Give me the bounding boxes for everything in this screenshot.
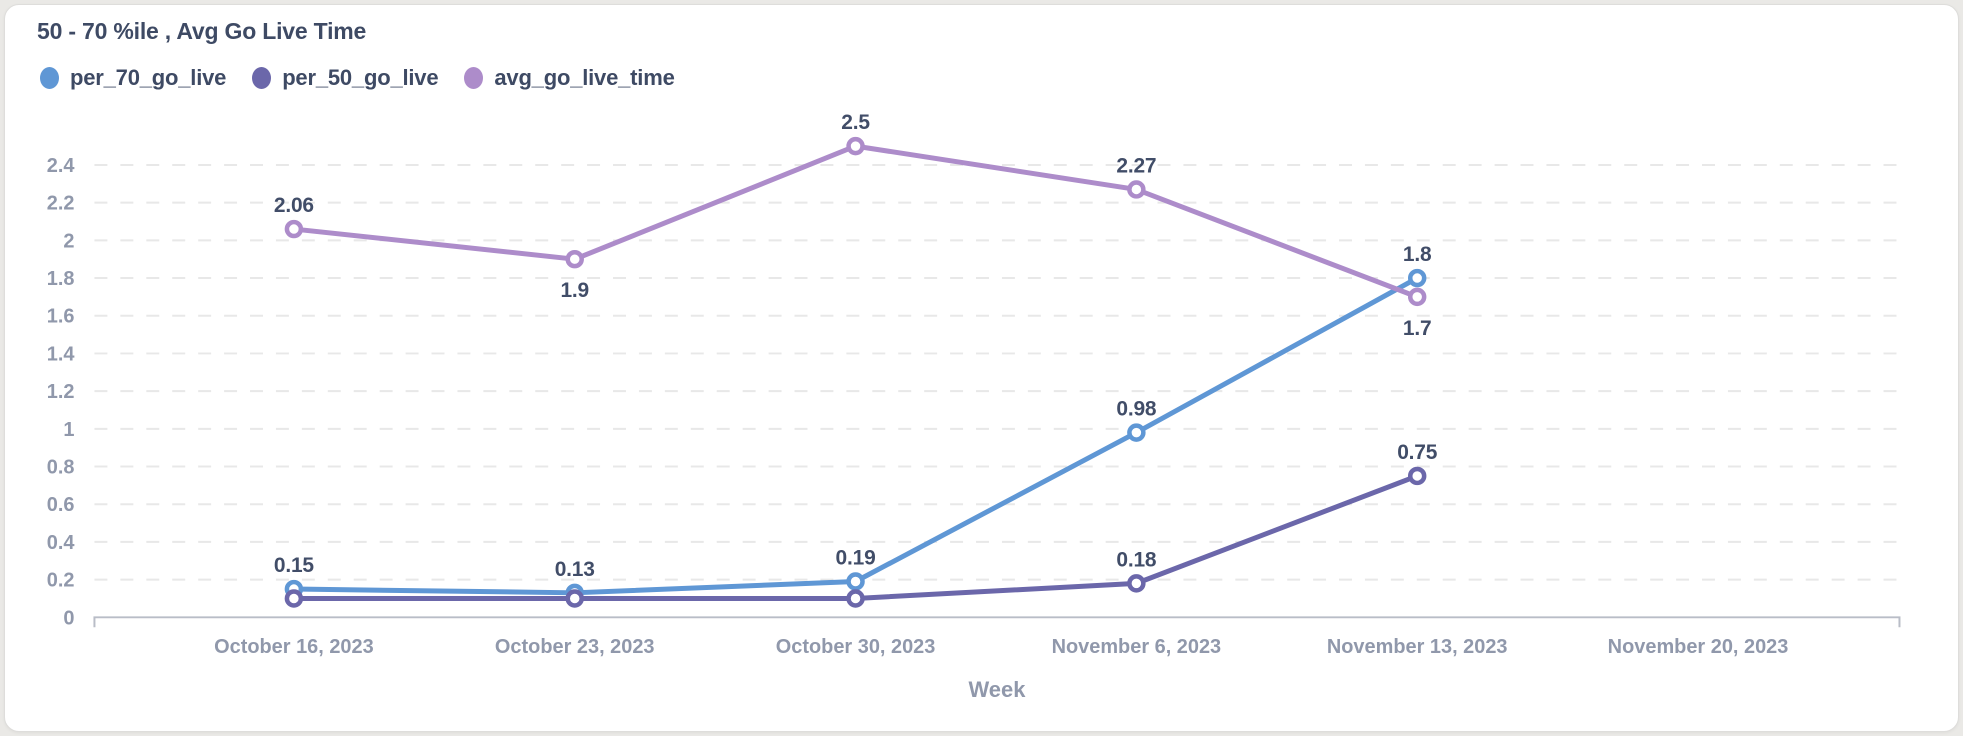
- data-point-per_50_go_live[interactable]: [1127, 574, 1146, 593]
- x-tick-label: October 30, 2023: [776, 636, 936, 658]
- y-tick-label: 0.6: [47, 494, 75, 516]
- y-tick-label: 0: [63, 607, 74, 629]
- data-point-label-per_70_go_live: 0.98: [1116, 398, 1156, 421]
- x-tick-label: October 16, 2023: [214, 636, 374, 658]
- data-point-label-per_70_go_live: 1.8: [1403, 243, 1432, 266]
- y-tick-label: 0.2: [47, 570, 75, 592]
- data-point-label-per_70_go_live: 0.15: [274, 554, 315, 577]
- data-point-avg_go_live_time[interactable]: [565, 249, 584, 269]
- legend-label: per_50_go_live: [282, 65, 439, 90]
- data-point-label-avg_go_live_time: 1.7: [1403, 317, 1432, 340]
- data-point-label-avg_go_live_time: 2.5: [841, 111, 870, 134]
- legend-label: avg_go_live_time: [494, 65, 675, 90]
- x-tick-label: November 20, 2023: [1608, 636, 1789, 658]
- data-point-avg_go_live_time[interactable]: [284, 219, 304, 239]
- legend-item-avg_go_live_time[interactable]: avg_go_live_time: [464, 65, 675, 91]
- chart-title: 50 - 70 %ile , Avg Go Live Time: [37, 18, 367, 44]
- y-tick-label: 2.2: [47, 193, 75, 215]
- data-point-per_70_go_live[interactable]: [846, 572, 865, 591]
- data-point-avg_go_live_time[interactable]: [1407, 287, 1427, 307]
- y-tick-label: 1.8: [47, 268, 75, 290]
- legend-label: per_70_go_live: [70, 65, 227, 90]
- y-tick-label: 0.4: [47, 532, 75, 554]
- legend-item-per_70_go_live[interactable]: per_70_go_live: [40, 65, 226, 91]
- series-line-avg_go_live_time: [291, 143, 1420, 300]
- data-point-per_70_go_live[interactable]: [1407, 268, 1427, 288]
- y-tick-label: 1.4: [47, 343, 75, 365]
- x-tick-label: November 6, 2023: [1052, 636, 1222, 658]
- legend-dot-icon: [252, 67, 272, 89]
- data-point-label-avg_go_live_time: 2.27: [1116, 155, 1156, 178]
- x-axis-line: [93, 616, 1901, 628]
- line-chart-canvas: 0 0.2 0.4 0.6 0.8 1 1.2 1.4 1.6 1.8 2 2.2 2.4 October…: [47, 111, 1901, 702]
- x-tick-label: October 23, 2023: [495, 636, 655, 658]
- data-point-per_70_go_live[interactable]: [1127, 423, 1146, 442]
- data-point-per_50_go_live[interactable]: [565, 589, 584, 608]
- x-tick-label: November 13, 2023: [1327, 636, 1508, 658]
- data-point-per_50_go_live[interactable]: [846, 589, 865, 608]
- y-tick-label: 1.2: [47, 381, 75, 403]
- y-tick-label: 1: [63, 419, 74, 441]
- y-tick-label: 1.6: [47, 306, 75, 328]
- data-point-label-per_50_go_live: 0.75: [1397, 441, 1438, 464]
- data-point-label-avg_go_live_time: 1.9: [560, 279, 589, 302]
- legend-dot-icon: [40, 67, 59, 89]
- legend: per_70_go_live per_50_go_live avg_go_live_…: [40, 65, 675, 91]
- chart-card: 50 - 70 %ile , Avg Go Live Time per_70_g…: [4, 4, 1959, 732]
- y-tick-label: 2: [63, 230, 74, 252]
- data-point-per_50_go_live[interactable]: [284, 589, 304, 608]
- data-point-label-per_50_go_live: 0.18: [1116, 548, 1156, 571]
- data-point-avg_go_live_time[interactable]: [846, 136, 865, 156]
- data-point-label-avg_go_live_time: 2.06: [274, 194, 314, 217]
- data-point-label-per_70_go_live: 0.19: [836, 547, 876, 570]
- data-point-avg_go_live_time[interactable]: [1127, 180, 1146, 199]
- y-tick-label: 2.4: [47, 155, 75, 177]
- y-tick-label: 0.8: [47, 457, 75, 479]
- data-point-per_50_go_live[interactable]: [1407, 466, 1427, 486]
- x-axis-title: Week: [969, 677, 1027, 702]
- data-point-label-per_70_go_live: 0.13: [555, 558, 595, 581]
- legend-dot-icon: [464, 67, 484, 89]
- legend-item-per_50_go_live[interactable]: per_50_go_live: [252, 65, 439, 91]
